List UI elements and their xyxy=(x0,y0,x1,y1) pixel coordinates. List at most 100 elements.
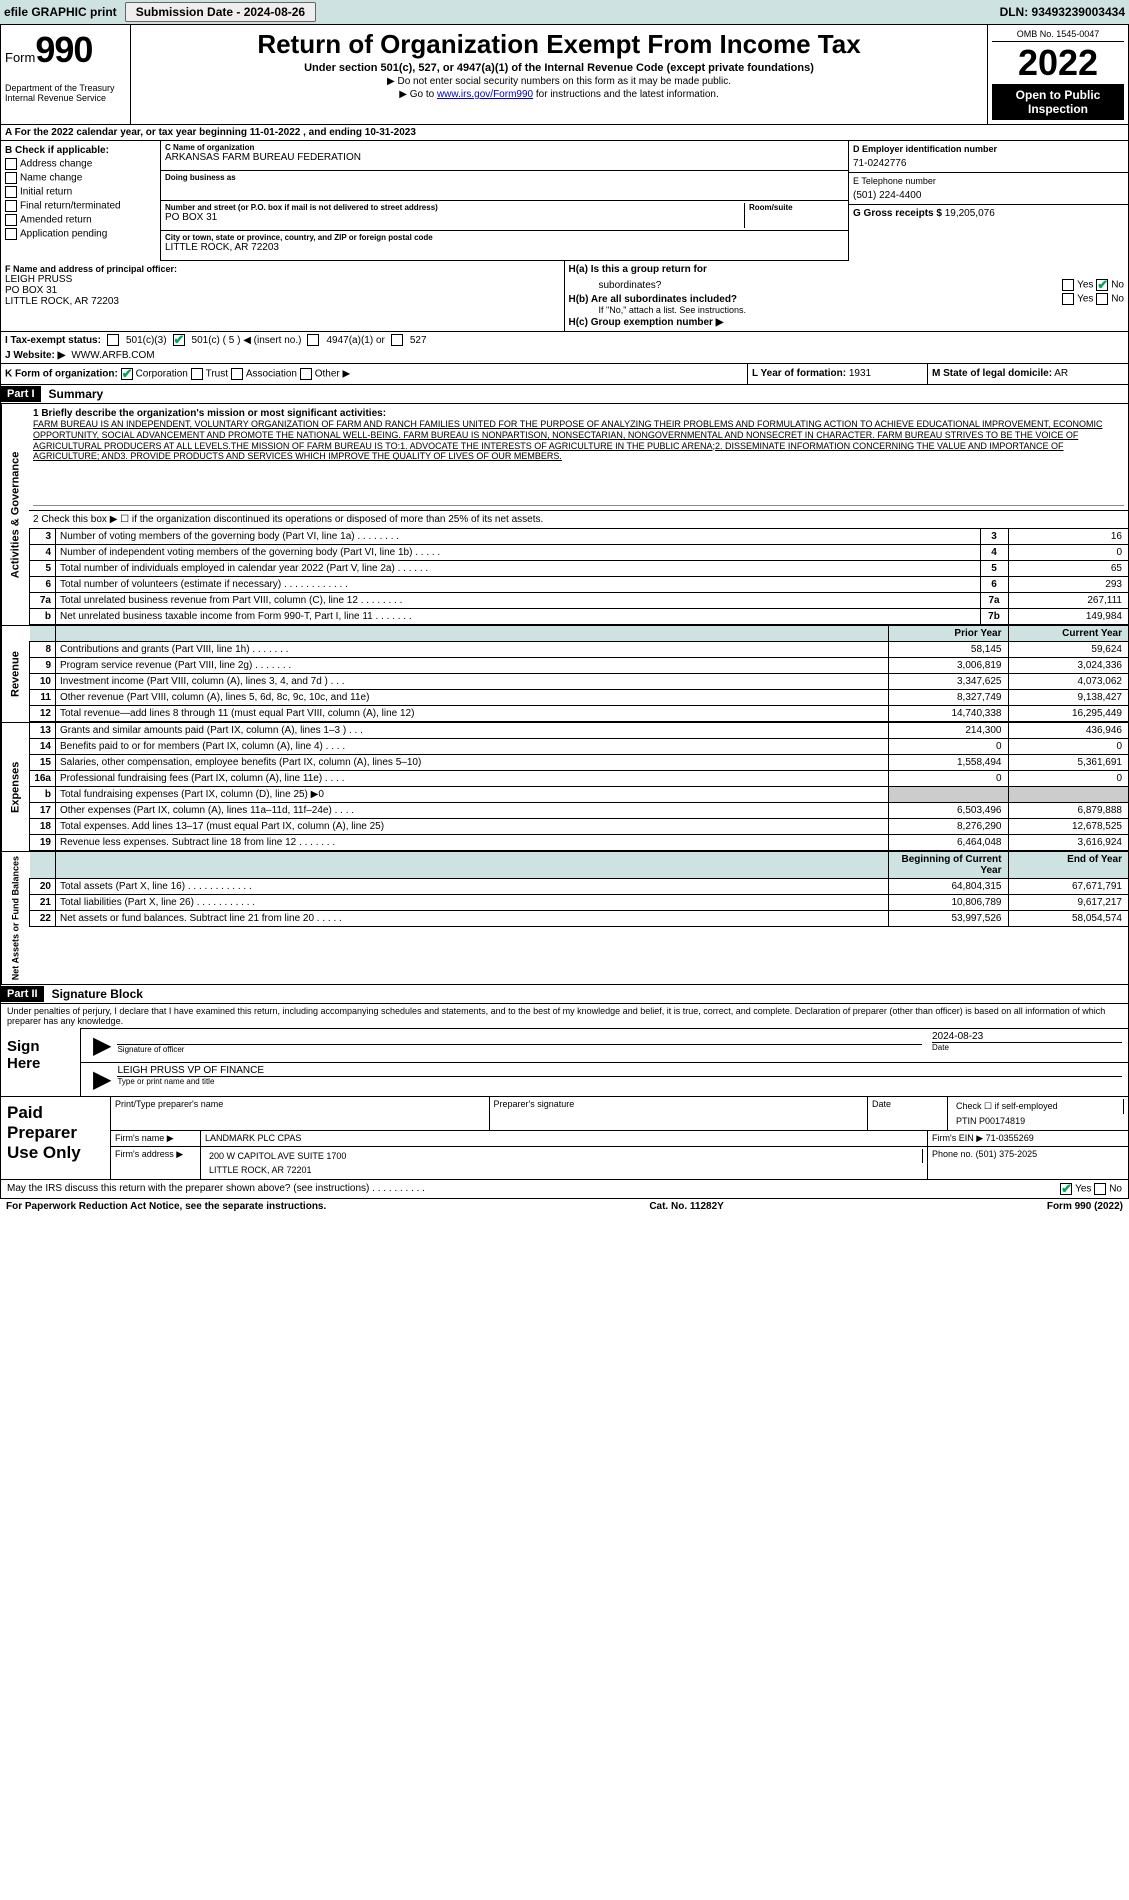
lbl-hc: H(c) Group exemption number ▶ xyxy=(569,317,1125,328)
ag-table: 3Number of voting members of the governi… xyxy=(29,529,1128,625)
period-line-a: A For the 2022 calendar year, or tax yea… xyxy=(0,125,1129,141)
q2-text: 2 Check this box ▶ ☐ if the organization… xyxy=(29,511,1128,529)
vlabel-exp: Expenses xyxy=(1,723,29,851)
firm-addr-lbl: Firm's address ▶ xyxy=(111,1147,201,1179)
part1-bar: Part I Summary xyxy=(0,385,1129,404)
discuss-yes-ck[interactable] xyxy=(1060,1183,1072,1195)
table-row: 21Total liabilities (Part X, line 26) . … xyxy=(30,895,1129,911)
sig-date-lbl: Date xyxy=(932,1042,1122,1052)
lbl-m: M State of legal domicile: xyxy=(932,368,1052,379)
table-row: 4Number of independent voting members of… xyxy=(30,545,1129,561)
discuss-no-ck[interactable] xyxy=(1094,1183,1106,1195)
part2-title: Signature Block xyxy=(44,985,151,1003)
irs-link[interactable]: www.irs.gov/Form990 xyxy=(437,89,533,100)
prep-sig-lbl: Preparer's signature xyxy=(490,1097,869,1130)
ptin-val: P00174819 xyxy=(979,1116,1025,1126)
form-id-cell: Form990 Department of the Treasury Inter… xyxy=(1,25,131,124)
firm-addr2: LITTLE ROCK, AR 72201 xyxy=(205,1163,923,1177)
line-j: J Website: ▶ WWW.ARFB.COM xyxy=(0,348,1129,364)
arrow-icon: ▶ xyxy=(87,1031,117,1060)
lbl-officer: F Name and address of principal officer: xyxy=(5,264,560,274)
table-row: bNet unrelated business taxable income f… xyxy=(30,609,1129,625)
discuss-q: May the IRS discuss this return with the… xyxy=(7,1183,425,1195)
ck-final-return[interactable]: Final return/terminated xyxy=(5,200,156,212)
ck-initial-return[interactable]: Initial return xyxy=(5,186,156,198)
mission-text: FARM BUREAU IS AN INDEPENDENT, VOLUNTARY… xyxy=(33,419,1124,462)
ck-name-change[interactable]: Name change xyxy=(5,172,156,184)
lbl-ha: H(a) Is this a group return for xyxy=(569,264,707,275)
vlabel-net: Net Assets or Fund Balances xyxy=(1,852,29,984)
table-row: 8Contributions and grants (Part VIII, li… xyxy=(30,642,1129,658)
exp-table: 13Grants and similar amounts paid (Part … xyxy=(29,723,1128,851)
discuss-row: May the IRS discuss this return with the… xyxy=(0,1180,1129,1199)
form-subtitle: Under section 501(c), 527, or 4947(a)(1)… xyxy=(135,62,983,74)
hb-note: If "No," attach a list. See instructions… xyxy=(569,305,1125,315)
ck-527[interactable]: 527 xyxy=(391,334,427,346)
ptin-lbl: PTIN xyxy=(956,1116,977,1126)
ck-assoc[interactable] xyxy=(231,368,243,380)
ck-4947[interactable]: 4947(a)(1) or xyxy=(307,334,384,346)
ck-corp[interactable] xyxy=(121,368,133,380)
officer-addr1: PO BOX 31 xyxy=(5,285,560,296)
table-row: 7aTotal unrelated business revenue from … xyxy=(30,593,1129,609)
efile-label: efile GRAPHIC print xyxy=(4,5,117,19)
table-row: 15Salaries, other compensation, employee… xyxy=(30,755,1129,771)
tax-year: 2022 xyxy=(992,42,1124,84)
sig-declaration: Under penalties of perjury, I declare th… xyxy=(1,1004,1128,1028)
table-row: 18Total expenses. Add lines 13–17 (must … xyxy=(30,819,1129,835)
begin-hdr: Beginning of Current Year xyxy=(888,852,1008,879)
ck-other[interactable] xyxy=(300,368,312,380)
gross-val: 19,205,076 xyxy=(945,208,995,219)
table-row: 11Other revenue (Part VIII, column (A), … xyxy=(30,690,1129,706)
box-b-title: B Check if applicable: xyxy=(5,145,156,156)
arrow-icon-2: ▶ xyxy=(87,1065,117,1094)
pra-notice: For Paperwork Reduction Act Notice, see … xyxy=(6,1201,326,1212)
part2-hdr: Part II xyxy=(1,986,44,1002)
footer-row: For Paperwork Reduction Act Notice, see … xyxy=(0,1199,1129,1214)
lbl-phone: E Telephone number xyxy=(853,176,1124,186)
title-cell: Return of Organization Exempt From Incom… xyxy=(131,25,988,124)
city-val: LITTLE ROCK, AR 72203 xyxy=(165,242,844,253)
officer-name: LEIGH PRUSS xyxy=(5,274,560,285)
ha-yesno: Yes No xyxy=(1062,279,1124,291)
paid-preparer: Paid Preparer Use Only Print/Type prepar… xyxy=(0,1097,1129,1180)
form-header: Form990 Department of the Treasury Inter… xyxy=(0,25,1129,125)
submission-date-btn[interactable]: Submission Date - 2024-08-26 xyxy=(125,2,316,22)
rev-section: Revenue Prior YearCurrent Year 8Contribu… xyxy=(0,626,1129,723)
ck-501c[interactable]: 501(c) ( 5 ) ◀ (insert no.) xyxy=(173,334,302,346)
lbl-city: City or town, state or province, country… xyxy=(165,233,844,242)
m-val: AR xyxy=(1054,368,1068,379)
form-number: 990 xyxy=(35,29,92,70)
firm-name-lbl: Firm's name ▶ xyxy=(111,1131,201,1146)
table-row: 16aProfessional fundraising fees (Part I… xyxy=(30,771,1129,787)
lbl-ha2: subordinates? xyxy=(569,280,707,291)
prep-name-lbl: Print/Type preparer's name xyxy=(111,1097,490,1130)
sig-name-lbl: Type or print name and title xyxy=(117,1077,1122,1086)
net-section: Net Assets or Fund Balances Beginning of… xyxy=(0,852,1129,985)
vlabel-rev: Revenue xyxy=(1,626,29,722)
ck-application-pending[interactable]: Application pending xyxy=(5,228,156,240)
table-row: 13Grants and similar amounts paid (Part … xyxy=(30,723,1129,739)
table-row: 3Number of voting members of the governi… xyxy=(30,529,1129,545)
part1-title: Summary xyxy=(41,385,112,403)
ck-501c3[interactable]: 501(c)(3) xyxy=(107,334,167,346)
ck-amended-return[interactable]: Amended return xyxy=(5,214,156,226)
cat-no: Cat. No. 11282Y xyxy=(649,1201,723,1212)
prior-hdr: Prior Year xyxy=(888,626,1008,642)
lbl-org-name: C Name of organization xyxy=(165,143,844,152)
omb-label: OMB No. 1545-0047 xyxy=(992,29,1124,42)
firm-phone-lbl: Phone no. xyxy=(932,1149,973,1159)
firm-name-val: LANDMARK PLC CPAS xyxy=(201,1131,928,1146)
website-val: WWW.ARFB.COM xyxy=(71,350,154,361)
open-public-label: Open to Public Inspection xyxy=(992,84,1124,120)
sig-date-val: 2024-08-23 xyxy=(932,1031,1122,1042)
phone-val: (501) 224-4400 xyxy=(853,190,1124,201)
ck-address-change[interactable]: Address change xyxy=(5,158,156,170)
line-i: I Tax-exempt status: 501(c)(3) 501(c) ( … xyxy=(0,332,1129,348)
table-row: 17Other expenses (Part IX, column (A), l… xyxy=(30,803,1129,819)
firm-ein-val: 71-0355269 xyxy=(986,1133,1034,1143)
ck-trust[interactable] xyxy=(191,368,203,380)
dln-label: DLN: 93493239003434 xyxy=(1000,5,1125,19)
officer-addr2: LITTLE ROCK, AR 72203 xyxy=(5,296,560,307)
lbl-dba: Doing business as xyxy=(165,173,844,182)
